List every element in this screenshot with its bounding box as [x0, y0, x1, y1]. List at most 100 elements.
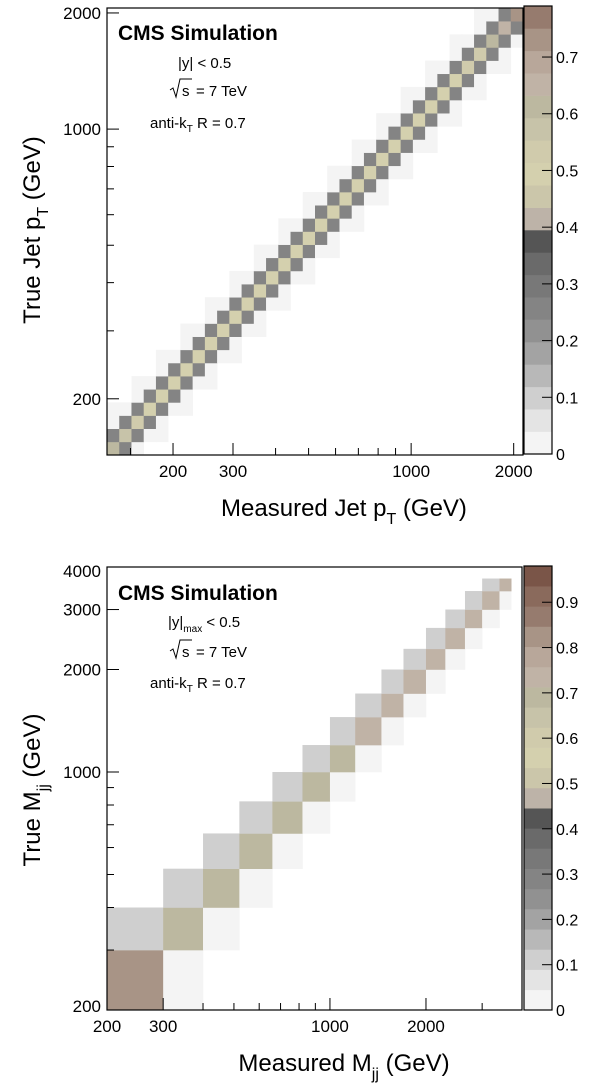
pt-y-tick-label: 1000 [63, 120, 101, 139]
mjj-heatmap-cell [329, 717, 356, 746]
pt-colorbar-tick-label: 0.6 [556, 107, 578, 124]
pt-heatmap-cell [204, 349, 218, 364]
pt-heatmap-cell [339, 205, 353, 219]
pt-heatmap-cell [229, 297, 242, 311]
mjj-colorbar-swatch [524, 707, 552, 728]
pt-heatmap-cell [180, 349, 193, 364]
mjj-heatmap-cell [381, 669, 404, 694]
pt-heatmap-cell [474, 34, 487, 48]
pt-heatmap-cell [425, 73, 438, 88]
mjj-colorbar-tick-label: 0 [556, 1003, 565, 1020]
mjj-heatmap-cell [482, 591, 500, 610]
pt-heatmap-cell [290, 257, 304, 272]
pt-heatmap-cell [253, 297, 267, 311]
mjj-y-tick-label: 2000 [63, 661, 101, 680]
mjj-colorbar-swatch [524, 626, 552, 648]
pt-heatmap-cell [327, 218, 340, 232]
pt-heatmap-cell [266, 257, 279, 272]
pt-heatmap-cells [107, 8, 524, 456]
mjj-x-tick-label: 300 [149, 1017, 177, 1036]
mjj-x-axis-title: Measured Mjj (GeV) [238, 1050, 449, 1083]
pt-colorbar-tick-label: 0.4 [556, 220, 578, 237]
mjj-heatmap-cell [302, 745, 331, 773]
mjj-heatmap-cell [355, 745, 382, 773]
mjj-y-tick-label: 200 [73, 997, 101, 1016]
mjj-heatmap-cell [425, 627, 446, 650]
mjj-colorbar-swatch [524, 808, 552, 829]
mjj-x-tick-label: 200 [93, 1017, 121, 1036]
pt-heatmap-cell [143, 428, 157, 443]
pt-heatmap-cell [131, 428, 145, 443]
mjj-heatmap-cell [499, 591, 512, 610]
pt-colorbar-swatch [524, 73, 552, 96]
pt-heatmap-cell [498, 8, 512, 22]
pt-heatmap-cell [217, 323, 230, 337]
mjj-heatmap-cell [329, 772, 356, 802]
pt-heatmap-cell [241, 270, 255, 285]
pt-rapidity-cut: |y| < 0.5 [178, 55, 231, 72]
pt-heatmap-cell [180, 323, 193, 337]
pt-heatmap-cell [278, 218, 291, 232]
pt-heatmap-cell [376, 192, 389, 206]
pt-heatmap-cell [339, 218, 353, 232]
pt-heatmap-cell [143, 402, 157, 416]
pt-heatmap-cell [155, 415, 169, 430]
pt-heatmap-cell [363, 152, 377, 167]
pt-heatmap-cell [302, 192, 316, 206]
pt-heatmap-cell [107, 415, 120, 430]
pt-heatmap-cell [204, 297, 218, 311]
mjj-heatmap-cell [107, 907, 164, 951]
pt-heatmap-cell [241, 297, 255, 311]
pt-heatmap-cell [339, 192, 353, 206]
pt-colorbar-swatch [524, 297, 552, 320]
pt-heatmap-cell [253, 244, 267, 259]
pt-heatmap-cell [315, 205, 328, 219]
mjj-x-tick-label: 2000 [407, 1017, 445, 1036]
pt-heatmap-cell [131, 389, 145, 403]
mjj-heatmap-cell [355, 693, 382, 718]
pt-heatmap-cell [168, 349, 181, 364]
pt-x-tick-label: 2000 [495, 462, 533, 481]
mjj-colorbar-tick-label: 0.5 [556, 776, 578, 793]
pt-heatmap-cell [204, 310, 218, 324]
pt-heatmap-cell [229, 323, 242, 337]
mjj-cms-label: CMS Simulation [118, 582, 278, 605]
mjj-heatmap-cell [163, 907, 204, 951]
pt-colorbar-tick-label: 0.5 [556, 163, 578, 180]
mjj-heatmap-cell [381, 693, 404, 718]
mjj-heatmap-cell [499, 578, 512, 592]
mjj-heatmap-cell [163, 950, 204, 1011]
pt-heatmap-cell [253, 310, 267, 324]
pt-algo-label: anti-kT R = 0.7 [150, 115, 246, 135]
mjj-colorbar-swatch [524, 566, 552, 587]
panel-mjj: 200 300 1000 2000 200 1000 2000 3000 4000 CMS Si… [19, 562, 578, 1083]
pt-heatmap-cell [339, 178, 353, 193]
pt-heatmap-cell [425, 100, 438, 114]
pt-heatmap-cell [449, 60, 463, 75]
pt-heatmap-cell [351, 205, 365, 219]
mjj-colorbar-swatch [524, 888, 552, 910]
pt-heatmap-cell [498, 21, 512, 35]
pt-colorbar-swatch [524, 319, 552, 343]
pt-heatmap-cell [204, 336, 218, 351]
pt-heatmap-cell [180, 402, 193, 416]
pt-heatmap-cell [363, 178, 377, 193]
pt-heatmap-cell [339, 165, 353, 180]
pt-heatmap-cell [278, 270, 291, 285]
pt-heatmap-cell [400, 165, 414, 180]
pt-heatmap-cell [327, 178, 340, 193]
mjj-colorbar-ticks: 0 0.1 0.2 0.3 0.4 0.5 0.6 0.7 0.8 0.9 [542, 595, 578, 1020]
pt-heatmap-cell [437, 86, 450, 101]
pt-heatmap-cell [486, 21, 499, 35]
pt-axis-ticks: 200 300 1000 2000 200 1000 2000 [63, 4, 532, 481]
svg-text:s: s [182, 644, 190, 661]
pt-heatmap-cell [351, 178, 365, 193]
mjj-colorbar-swatch [524, 828, 552, 849]
pt-heatmap-cell [131, 415, 145, 430]
pt-heatmap-cell [388, 139, 401, 153]
mjj-heatmap-cell [445, 648, 466, 670]
pt-heatmap-cell [327, 192, 340, 206]
pt-heatmap-cell [498, 47, 512, 61]
pt-heatmap-cell [217, 297, 230, 311]
